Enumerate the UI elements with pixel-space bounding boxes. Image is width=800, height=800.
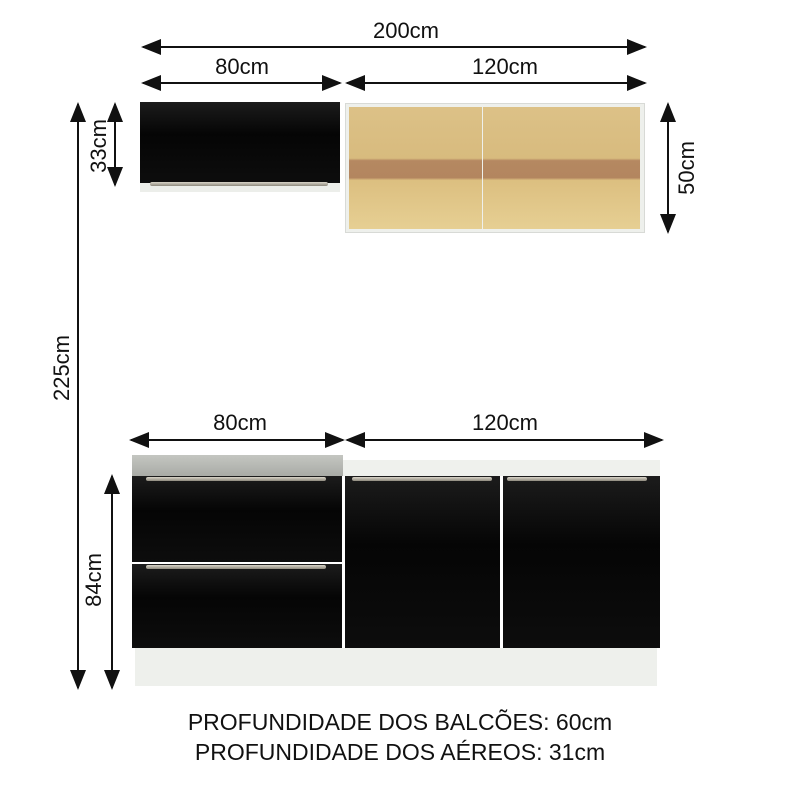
- label-total-height: 225cm: [49, 334, 74, 402]
- door-handle: [507, 477, 647, 481]
- drawer-top: [132, 476, 342, 562]
- glass-door-left: [349, 107, 482, 229]
- label-upper-left-width: 80cm: [215, 54, 269, 79]
- glass-door-right: [483, 107, 640, 229]
- countertop: [132, 455, 343, 476]
- upper-right-glass-cabinet: [345, 103, 645, 233]
- label-lower-height: 84cm: [81, 553, 106, 607]
- cabinet-door: [140, 102, 340, 183]
- plinth: [135, 648, 657, 686]
- lower-door-left: [345, 476, 500, 648]
- wall-depth-note: PROFUNDIDADE DOS AÉREOS: 31cm: [194, 739, 606, 765]
- door-handle: [352, 477, 492, 481]
- label-lower-right-width: 120cm: [471, 410, 539, 435]
- drawer-bottom: [132, 564, 342, 648]
- label-lower-left-width: 80cm: [213, 410, 267, 435]
- lower-door-right: [503, 476, 660, 648]
- label-upper-left-height: 33cm: [86, 119, 111, 173]
- label-upper-right-width: 120cm: [471, 54, 539, 79]
- drawer-handle: [146, 477, 326, 481]
- drawer-handle: [146, 565, 326, 569]
- cabinet-top: [343, 460, 660, 476]
- label-total-width: 200cm: [372, 18, 440, 43]
- label-upper-right-height: 50cm: [674, 141, 699, 195]
- upper-left-cabinet: [140, 102, 340, 192]
- door-handle: [150, 182, 328, 186]
- counter-depth-note: PROFUNDIDADE DOS BALCÕES: 60cm: [187, 709, 613, 735]
